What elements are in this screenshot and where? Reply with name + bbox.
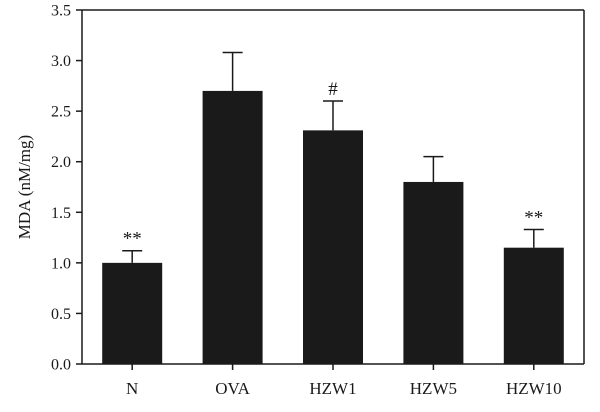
x-tick-label-hzw1: HZW1	[309, 379, 356, 398]
axes-layer	[81, 9, 585, 365]
y-tick-label: 2.0	[51, 154, 71, 171]
y-tick-label: 3.0	[51, 53, 71, 70]
y-tick-label: 1.0	[51, 255, 71, 272]
bar-hzw1	[303, 130, 363, 364]
y-tick-label: 0.0	[51, 357, 71, 374]
x-tick-label-hzw10: HZW10	[506, 379, 562, 398]
significance-mark-hzw1: #	[328, 79, 338, 100]
significance-mark-hzw10: **	[524, 207, 543, 228]
bars-layer	[102, 90, 564, 365]
bar-ova	[202, 90, 263, 365]
annotations-layer: ** # **	[123, 79, 544, 250]
y-ticks-layer: 0.0 0.5 1.0 1.5 2.0 2.5 3.0 3.5	[51, 3, 82, 374]
x-tick-label-hzw5: HZW5	[410, 379, 457, 398]
bar-hzw5	[403, 181, 464, 364]
x-tick-label-ova: OVA	[215, 379, 250, 398]
bar-hzw10	[503, 247, 564, 364]
y-tick-label: 2.5	[51, 104, 71, 121]
x-ticks-layer: N OVA HZW1 HZW5 HZW10	[126, 364, 562, 398]
y-tick-label: 1.5	[51, 205, 71, 222]
bar-n	[102, 262, 163, 364]
y-tick-label: 3.5	[51, 3, 71, 20]
error-bars-layer	[122, 51, 544, 263]
y-tick-label: 0.5	[51, 306, 71, 323]
x-tick-label-n: N	[126, 379, 138, 398]
significance-mark-n: **	[123, 229, 142, 250]
y-axis-label: MDA (nM/mg)	[15, 135, 34, 239]
